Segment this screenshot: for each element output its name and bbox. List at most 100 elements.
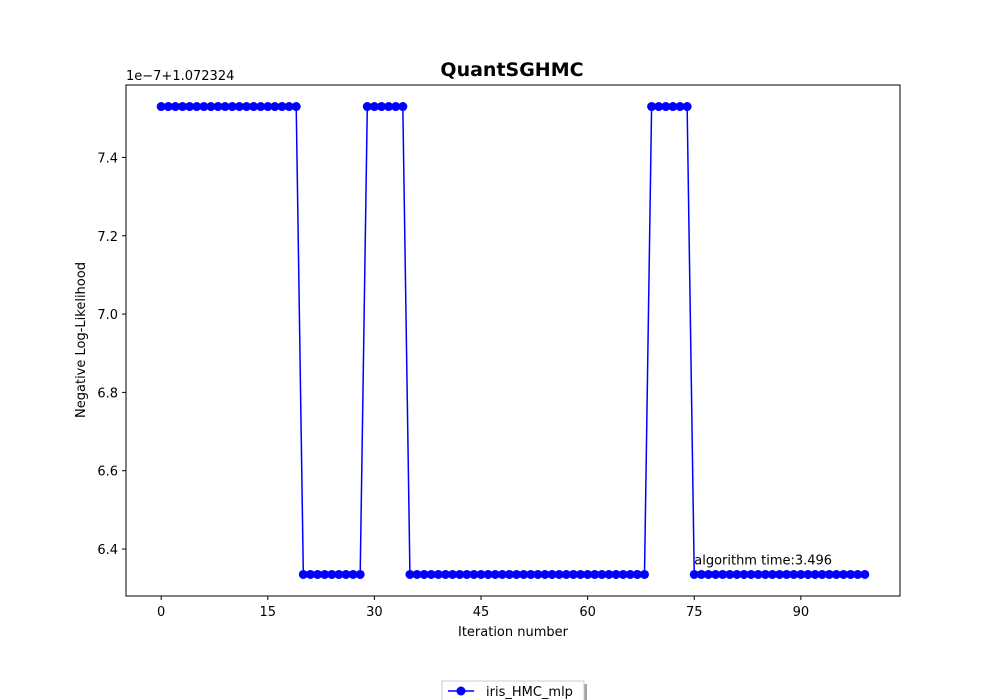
data-point bbox=[369, 102, 379, 112]
data-point bbox=[270, 102, 280, 112]
x-tick-label: 15 bbox=[260, 605, 277, 620]
data-point bbox=[668, 102, 678, 112]
data-point bbox=[661, 102, 671, 112]
data-point bbox=[526, 569, 536, 579]
data-point bbox=[696, 569, 706, 579]
data-point bbox=[448, 569, 458, 579]
data-point bbox=[533, 569, 543, 579]
data-point bbox=[583, 569, 593, 579]
data-point bbox=[327, 569, 337, 579]
data-point bbox=[419, 569, 429, 579]
data-point bbox=[220, 102, 230, 112]
y-tick-label: 6.6 bbox=[97, 465, 118, 480]
data-point bbox=[817, 569, 827, 579]
data-point bbox=[654, 102, 664, 112]
data-point bbox=[469, 569, 479, 579]
data-point bbox=[256, 102, 266, 112]
data-point bbox=[547, 569, 557, 579]
x-tick-label: 45 bbox=[473, 605, 490, 620]
data-point bbox=[703, 569, 713, 579]
algorithm-time-annotation: algorithm time:3.496 bbox=[694, 553, 832, 568]
data-point bbox=[775, 569, 785, 579]
y-tick-label: 6.8 bbox=[97, 386, 118, 401]
data-point bbox=[711, 569, 721, 579]
y-offset-text: 1e−7+1.072324 bbox=[126, 69, 234, 84]
chart-title: QuantSGHMC bbox=[440, 59, 583, 81]
data-point bbox=[753, 569, 763, 579]
data-point bbox=[355, 569, 365, 579]
data-point bbox=[192, 102, 202, 112]
data-point bbox=[377, 102, 387, 112]
data-point bbox=[576, 569, 586, 579]
data-point bbox=[206, 102, 216, 112]
x-tick-label: 30 bbox=[366, 605, 383, 620]
data-point bbox=[746, 569, 756, 579]
legend-marker-swatch bbox=[456, 686, 466, 696]
data-point bbox=[156, 102, 166, 112]
data-point bbox=[604, 569, 614, 579]
data-point bbox=[789, 569, 799, 579]
series-line bbox=[161, 105, 865, 576]
data-point bbox=[462, 569, 472, 579]
data-point bbox=[725, 569, 735, 579]
data-point bbox=[341, 569, 351, 579]
data-point bbox=[398, 102, 408, 112]
data-point bbox=[554, 569, 564, 579]
y-tick-label: 6.4 bbox=[97, 543, 118, 558]
data-point bbox=[611, 569, 621, 579]
data-point bbox=[249, 102, 259, 112]
data-point bbox=[199, 102, 209, 112]
data-point bbox=[263, 102, 273, 112]
data-point bbox=[803, 569, 813, 579]
data-point bbox=[824, 569, 834, 579]
data-point bbox=[639, 569, 649, 579]
data-point bbox=[483, 569, 493, 579]
data-point bbox=[313, 569, 323, 579]
x-tick-label: 60 bbox=[579, 605, 596, 620]
data-point bbox=[540, 569, 550, 579]
x-axis: 0 15 30 45 60 75 90 bbox=[157, 596, 809, 620]
data-point bbox=[739, 569, 749, 579]
data-point bbox=[618, 569, 628, 579]
y-axis-label: Negative Log-Likelihood bbox=[74, 262, 89, 418]
data-point bbox=[732, 569, 742, 579]
data-point bbox=[433, 569, 443, 579]
data-point bbox=[689, 569, 699, 579]
data-point bbox=[490, 569, 500, 579]
data-point bbox=[718, 569, 728, 579]
data-point bbox=[682, 102, 692, 112]
data-point bbox=[163, 102, 173, 112]
data-point bbox=[853, 569, 863, 579]
data-point bbox=[305, 569, 315, 579]
data-point bbox=[632, 569, 642, 579]
data-point bbox=[512, 569, 522, 579]
data-point bbox=[277, 102, 287, 112]
data-point bbox=[675, 102, 685, 112]
data-point bbox=[405, 569, 415, 579]
axes-frame bbox=[125, 84, 901, 597]
data-point bbox=[476, 569, 486, 579]
legend-box bbox=[441, 680, 585, 700]
data-point bbox=[504, 569, 514, 579]
x-axis-label: Iteration number bbox=[458, 625, 569, 640]
data-point bbox=[846, 569, 856, 579]
data-point bbox=[412, 569, 422, 579]
data-point bbox=[170, 102, 180, 112]
data-point bbox=[519, 569, 529, 579]
data-point bbox=[334, 569, 344, 579]
x-tick-label: 75 bbox=[686, 605, 703, 620]
data-point bbox=[391, 102, 401, 112]
data-point bbox=[831, 569, 841, 579]
data-point bbox=[234, 102, 244, 112]
data-point bbox=[291, 102, 301, 112]
data-point bbox=[760, 569, 770, 579]
data-point bbox=[298, 569, 308, 579]
data-point bbox=[241, 102, 251, 112]
data-point bbox=[284, 102, 294, 112]
plot-area bbox=[156, 102, 870, 579]
data-point bbox=[568, 569, 578, 579]
legend: iris_HMC_mlp bbox=[441, 680, 587, 700]
data-point bbox=[796, 569, 806, 579]
data-point bbox=[839, 569, 848, 579]
